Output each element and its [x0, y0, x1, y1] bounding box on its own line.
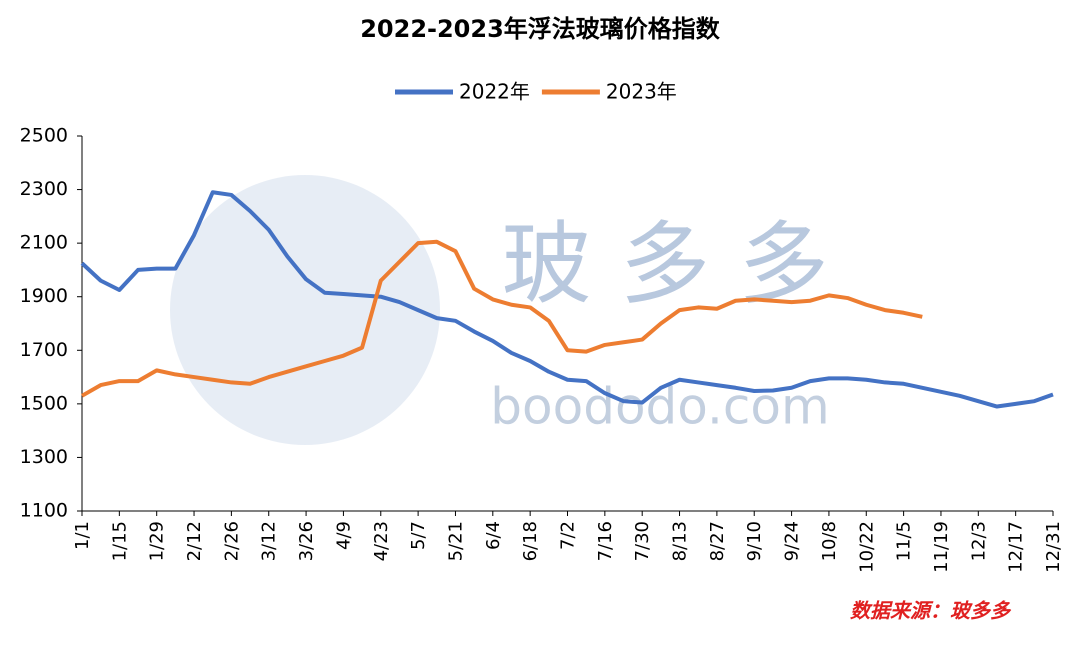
x-tick-label: 12/17 — [1006, 521, 1027, 573]
x-tick-label: 9/24 — [782, 521, 803, 561]
y-tick-label: 2100 — [20, 232, 68, 254]
x-tick-label: 8/27 — [707, 521, 728, 561]
chart-title: 2022-2023年浮法玻璃价格指数 — [360, 15, 721, 43]
x-tick-label: 1/15 — [109, 521, 130, 561]
y-tick-label: 1300 — [20, 446, 68, 468]
x-tick-label: 11/19 — [931, 521, 952, 573]
x-tick-label: 10/22 — [856, 521, 877, 573]
x-tick-label: 1/1 — [72, 521, 93, 550]
x-tick-label: 7/16 — [595, 521, 616, 561]
y-tick-label: 1700 — [20, 339, 68, 361]
x-tick-label: 4/9 — [333, 521, 354, 550]
x-tick-label: 12/31 — [1043, 521, 1064, 573]
y-tick-label: 1900 — [20, 285, 68, 307]
source-note: 数据来源：玻多多 — [850, 599, 1012, 623]
y-tick-label: 2500 — [20, 125, 68, 147]
x-tick-label: 7/2 — [558, 521, 579, 550]
line-series — [80, 190, 1054, 409]
y-tick-label: 1500 — [20, 392, 68, 414]
x-tick-label: 2/26 — [221, 521, 242, 561]
x-tick-label: 5/21 — [445, 521, 466, 561]
legend-label: 2022年 — [459, 80, 530, 104]
x-tick-label: 1/29 — [147, 521, 168, 561]
x-tick-label: 9/10 — [744, 521, 765, 561]
line-series — [81, 239, 923, 398]
y-tick-label: 2300 — [20, 178, 68, 200]
x-tick-label: 2/12 — [184, 521, 205, 561]
x-tick-label: 11/5 — [894, 521, 915, 561]
x-tick-label: 8/13 — [670, 521, 691, 561]
x-tick-label: 5/7 — [408, 521, 429, 550]
legend-label: 2023年 — [606, 80, 677, 104]
x-tick-label: 4/23 — [371, 521, 392, 561]
y-tick-label: 1100 — [20, 500, 68, 522]
x-tick-label: 3/26 — [296, 521, 317, 561]
x-tick-label: 7/30 — [632, 521, 653, 561]
x-tick-label: 10/8 — [819, 521, 840, 561]
watermark-logo — [170, 175, 440, 445]
x-tick-label: 6/4 — [483, 521, 504, 550]
x-tick-label: 3/12 — [259, 521, 280, 561]
x-tick-label: 12/3 — [968, 521, 989, 561]
x-tick-label: 6/18 — [520, 521, 541, 561]
